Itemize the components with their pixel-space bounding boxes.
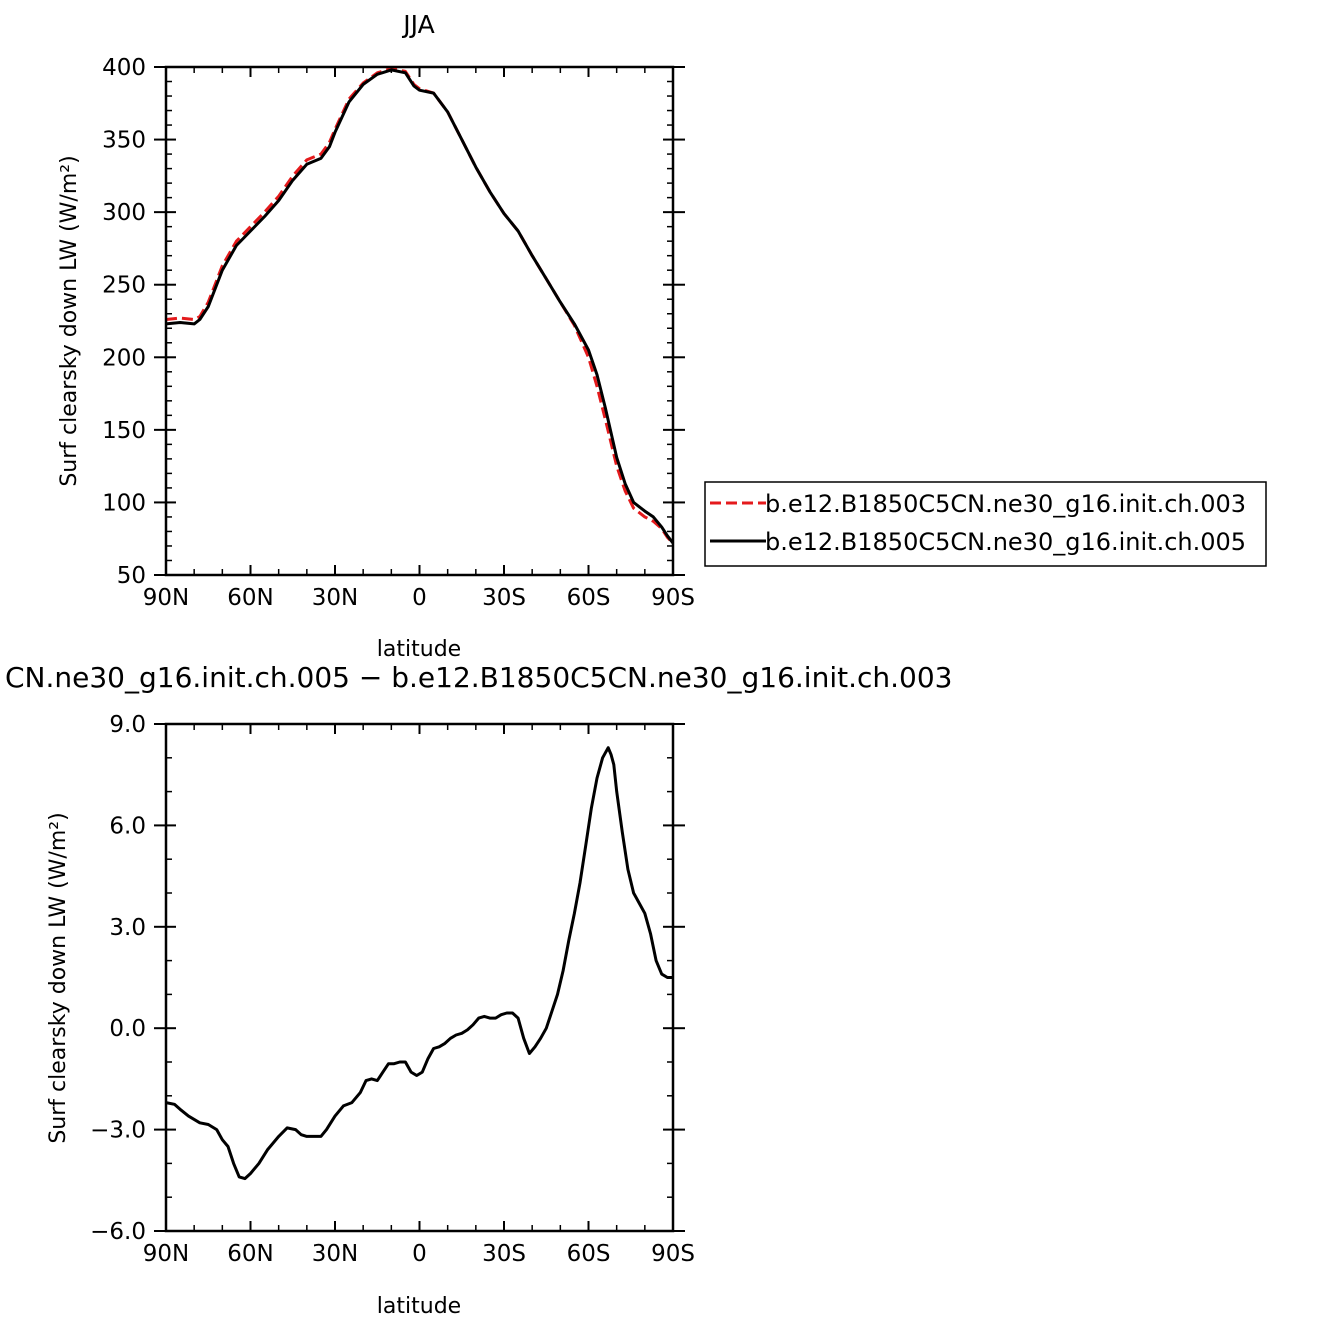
top-x-tick-label: 30S	[482, 585, 526, 611]
top-x-tick-label: 90N	[143, 585, 189, 611]
top-y-tick-label: 400	[102, 55, 146, 81]
top-x-tick-label: 90S	[651, 585, 695, 611]
top-y-axis-label: Surf clearsky down LW (W/m²)	[57, 155, 82, 486]
top-x-tick-label: 60N	[227, 585, 273, 611]
bottom-y-tick-label: −6.0	[90, 1219, 146, 1245]
top-y-tick-label: 350	[102, 128, 146, 154]
bottom-title: CN.ne30_g16.init.ch.005 − b.e12.B1850C5C…	[5, 661, 952, 694]
top-x-tick-label: 60S	[567, 585, 611, 611]
top-panel: JJA latitude Surf clearsky down LW (W/m²…	[57, 10, 1267, 662]
top-y-tick-label: 50	[117, 563, 146, 589]
bottom-x-axis-label: latitude	[377, 1294, 461, 1319]
legend-label-003: b.e12.B1850C5CN.ne30_g16.init.ch.003	[765, 490, 1246, 518]
top-x-axis-label: latitude	[377, 637, 461, 662]
top-tick-layer: 90N 60N 30N 0 30S 60S 90S 50 100 150 200 250 300 350 4…	[102, 55, 695, 611]
legend-box	[704, 481, 1267, 567]
bottom-x-tick-label: 30S	[482, 1241, 526, 1267]
bottom-x-tick-label: 90S	[651, 1241, 695, 1267]
bottom-panel: CN.ne30_g16.init.ch.005 − b.e12.B1850C5C…	[5, 661, 952, 1319]
bottom-y-tick-label: −3.0	[90, 1118, 146, 1144]
bottom-plot-frame	[164, 722, 675, 1233]
top-y-tick-label: 200	[102, 345, 146, 371]
top-series-line-1	[165, 67, 675, 545]
bottom-y-tick-label: 6.0	[109, 813, 146, 839]
legend: b.e12.B1850C5CN.ne30_g16.init.ch.003 b.e…	[704, 481, 1267, 567]
top-plot-frame	[164, 65, 675, 577]
top-x-tick-label: 30N	[312, 585, 358, 611]
top-title: JJA	[401, 10, 434, 39]
bottom-y-axis-label: Surf clearsky down LW (W/m²)	[46, 812, 71, 1143]
top-series-layer	[165, 67, 675, 545]
bottom-y-tick-label: 0.0	[109, 1016, 146, 1042]
bottom-x-tick-label: 60S	[567, 1241, 611, 1267]
bottom-x-tick-label: 90N	[143, 1241, 189, 1267]
bottom-x-tick-label: 30N	[312, 1241, 358, 1267]
bottom-tick-layer: 90N 60N 30N 0 30S 60S 90S −6.0 −3.0 0.0 3.0 6.0 9.0	[90, 712, 695, 1267]
legend-label-005: b.e12.B1850C5CN.ne30_g16.init.ch.005	[765, 528, 1246, 556]
bottom-x-tick-label: 60N	[227, 1241, 273, 1267]
top-y-tick-label: 250	[102, 273, 146, 299]
bottom-series-layer	[165, 746, 673, 1181]
bottom-y-tick-label: 9.0	[109, 712, 146, 738]
top-x-tick-label: 0	[412, 585, 427, 611]
top-y-tick-label: 150	[102, 418, 146, 444]
top-y-tick-label: 100	[102, 490, 146, 516]
top-series-line-2	[165, 68, 675, 545]
bottom-y-tick-label: 3.0	[109, 915, 146, 941]
top-y-tick-label: 300	[102, 200, 146, 226]
bottom-series-line-1	[165, 746, 673, 1181]
bottom-x-tick-label: 0	[412, 1241, 427, 1267]
